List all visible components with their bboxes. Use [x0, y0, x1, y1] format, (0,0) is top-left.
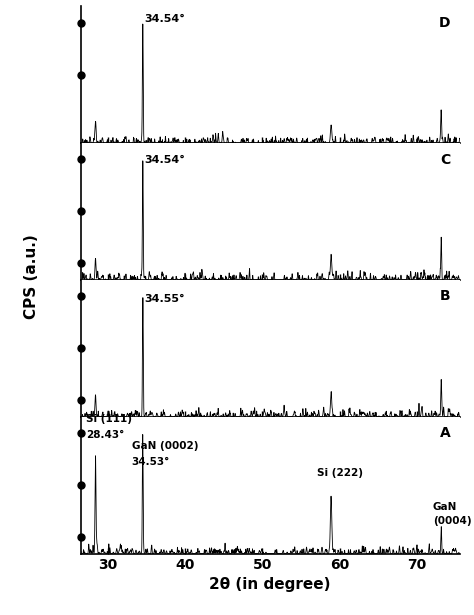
Text: Si (111): Si (111) [86, 413, 132, 424]
Text: CPS (a.u.): CPS (a.u.) [24, 234, 39, 319]
Text: D: D [439, 16, 450, 30]
X-axis label: 2θ (in degree): 2θ (in degree) [210, 576, 331, 592]
Text: GaN (0002): GaN (0002) [132, 441, 198, 451]
Text: A: A [439, 426, 450, 440]
Text: 34.53°: 34.53° [132, 458, 170, 467]
Text: 28.43°: 28.43° [86, 430, 124, 440]
Text: B: B [440, 290, 450, 303]
Text: 34.55°: 34.55° [144, 295, 185, 304]
Text: Si (222): Si (222) [317, 468, 363, 478]
Text: C: C [440, 153, 450, 167]
Text: (0004): (0004) [433, 516, 471, 526]
Text: 34.54°: 34.54° [144, 155, 185, 165]
Text: 34.54°: 34.54° [144, 14, 185, 24]
Text: GaN: GaN [433, 502, 457, 512]
